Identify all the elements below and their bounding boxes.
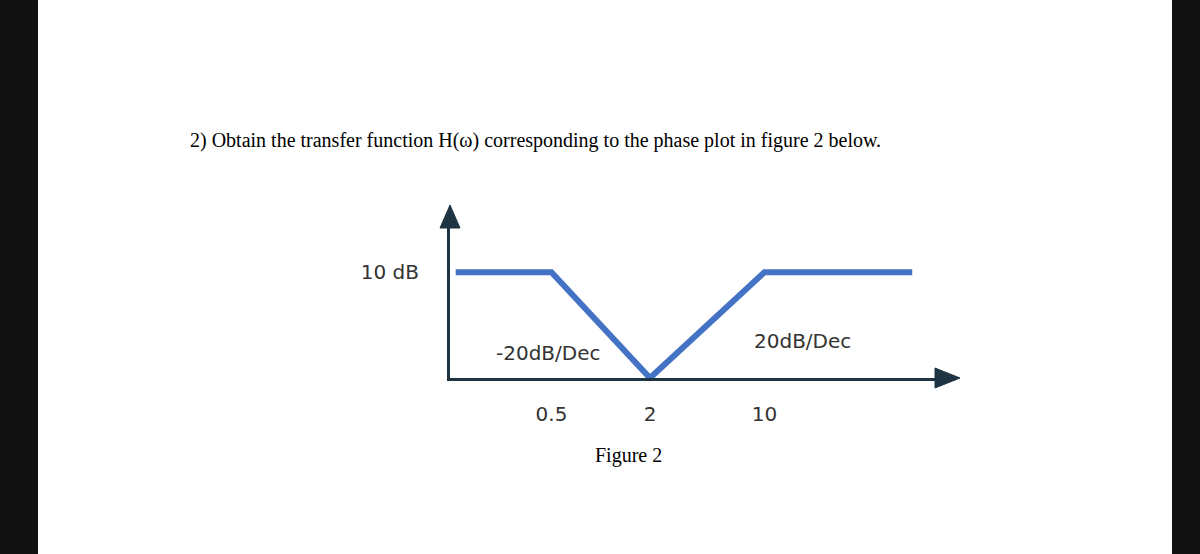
svg-text:20dB/Dec: 20dB/Dec [754, 329, 851, 353]
svg-text:10 dB: 10 dB [361, 260, 419, 284]
svg-text:0.5: 0.5 [536, 402, 568, 426]
svg-text:10: 10 [752, 402, 777, 426]
svg-text:2) Obtain the transfer functio: 2) Obtain the transfer function H(ω) cor… [190, 129, 881, 152]
svg-text:2: 2 [644, 402, 657, 426]
svg-text:Figure 2: Figure 2 [595, 444, 662, 467]
svg-text:-20dB/Dec: -20dB/Dec [496, 341, 601, 365]
